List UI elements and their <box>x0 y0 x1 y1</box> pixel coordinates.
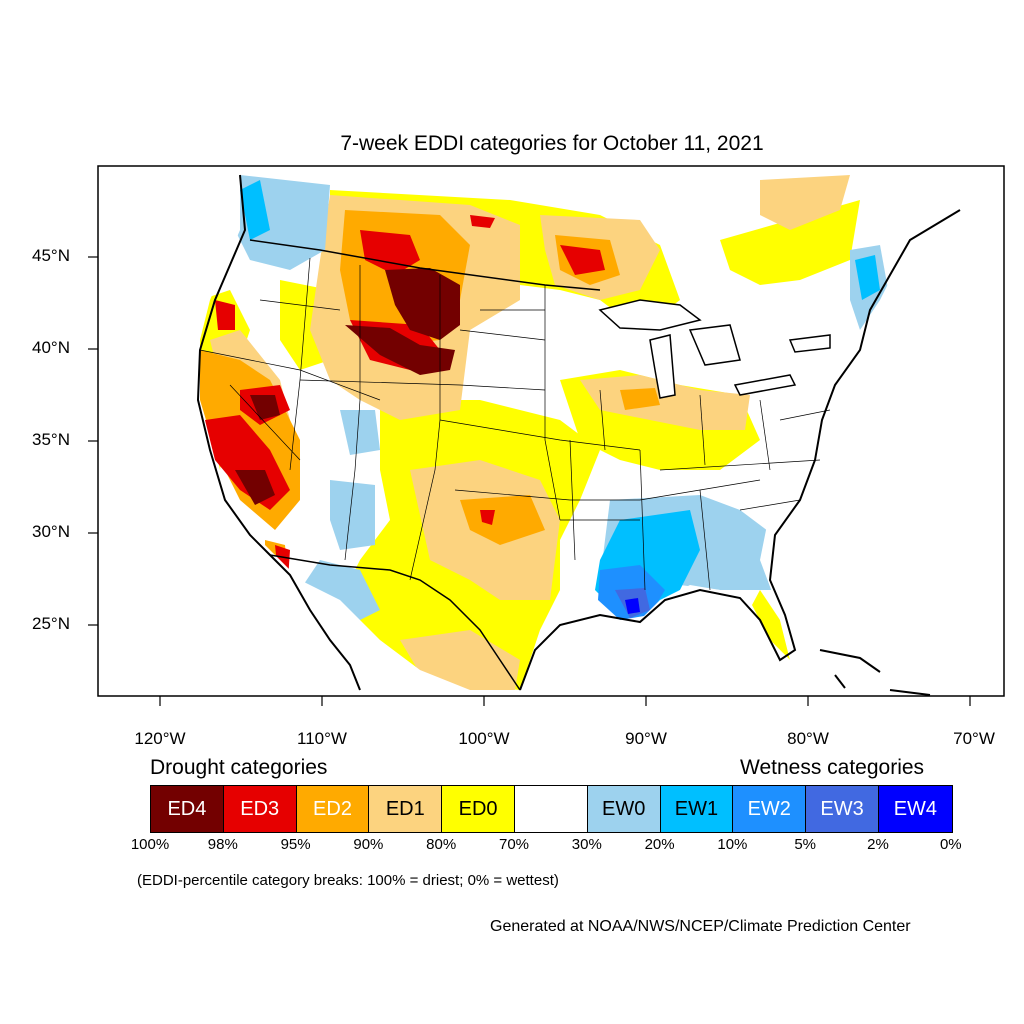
legend-label: EW3 <box>820 797 864 820</box>
break-label: 70% <box>498 836 530 853</box>
break-label: 80% <box>426 836 457 853</box>
legend-cell-ed4: ED4 <box>151 786 224 832</box>
legend-cell-ed0: ED0 <box>442 786 515 832</box>
lat-label-30: 30°N <box>32 522 70 541</box>
breaks-note: (EDDI-percentile category breaks: 100% =… <box>137 872 559 889</box>
legend-label: EW4 <box>893 797 938 820</box>
legend-cell-neutral <box>514 786 588 832</box>
break-label: 30% <box>571 836 602 853</box>
legend-label: ED0 <box>458 797 498 820</box>
us-mexico-border <box>269 554 521 691</box>
break-label: 0% <box>939 836 962 853</box>
legend-label: ED2 <box>313 797 352 820</box>
gulf-coast <box>519 209 961 691</box>
break-label: 20% <box>644 836 675 853</box>
drought-heading: Drought categories <box>150 756 328 779</box>
break-label: 90% <box>353 836 384 853</box>
lon-label-90: 90°W <box>625 729 667 748</box>
legend-label: EW2 <box>747 797 791 820</box>
break-label: 98% <box>207 836 238 853</box>
break-label: 95% <box>280 836 311 853</box>
coastline <box>196 174 361 691</box>
legend-cell-ew2: EW2 <box>733 786 807 832</box>
lon-label-110: 110°W <box>297 729 347 748</box>
lat-label-25: 25°N <box>32 614 70 633</box>
legend-label: ED4 <box>167 797 207 820</box>
legend-cell-ew0: EW0 <box>587 786 661 832</box>
legend-label: EW0 <box>602 797 646 820</box>
lat-label-45: 45°N <box>32 246 70 265</box>
map-title: 7-week EDDI categories for October 11, 2… <box>340 132 764 155</box>
us-canada-border <box>249 239 601 291</box>
credit-line: Generated at NOAA/NWS/NCEP/Climate Predi… <box>490 918 911 935</box>
wetness-heading: Wetness categories <box>740 756 925 779</box>
legend-cell-ed3: ED3 <box>223 786 297 832</box>
legend-cell-ed1: ED1 <box>369 786 443 832</box>
lon-label-70: 70°W <box>953 729 995 748</box>
ticks <box>88 256 971 706</box>
legend-cell-ew1: EW1 <box>660 786 734 832</box>
plot-frame <box>97 165 1005 697</box>
break-label: 10% <box>717 836 748 853</box>
lat-label-40: 40°N <box>32 338 70 357</box>
break-label: 2% <box>867 836 889 853</box>
legend-cell-ed2: ED2 <box>296 786 370 832</box>
legend-label: EW1 <box>674 797 719 820</box>
ew4-regions <box>625 598 640 614</box>
legend-cell-ew3: EW3 <box>806 786 879 832</box>
lon-label-100: 100°W <box>458 729 510 748</box>
legend-label: ED1 <box>385 797 425 820</box>
category-legend: ED4 ED3 ED2 ED1 ED0 EW0 EW1 EW2 EW3 EW4 <box>150 785 953 833</box>
legend-cell-ew4: EW4 <box>878 786 952 832</box>
lon-label-80: 80°W <box>787 729 829 748</box>
break-label: 5% <box>794 836 817 853</box>
caribbean-islands <box>819 649 931 696</box>
lat-label-35: 35°N <box>32 430 70 449</box>
state-lines <box>199 257 831 591</box>
great-lakes <box>598 299 831 399</box>
break-label: 100% <box>130 836 170 853</box>
legend-label: ED3 <box>240 797 280 820</box>
lon-label-120: 120°W <box>134 729 186 748</box>
ed4-regions <box>235 268 460 505</box>
